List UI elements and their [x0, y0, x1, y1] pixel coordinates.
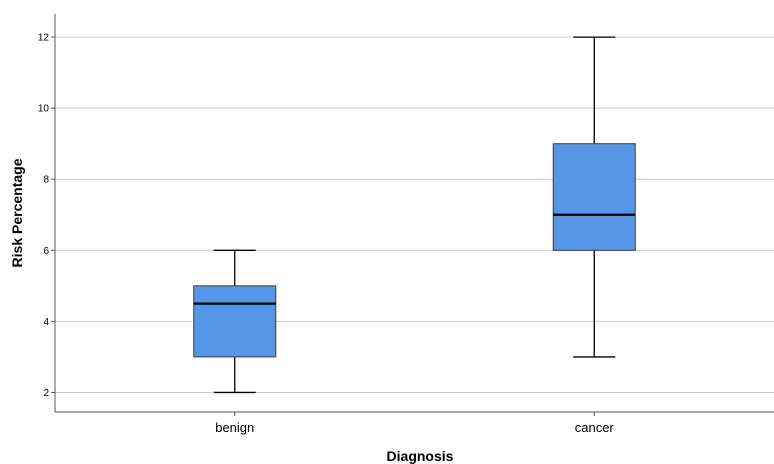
x-tick-label: cancer: [575, 420, 615, 435]
iqr-box: [193, 285, 277, 358]
box-benign: [193, 249, 277, 394]
box-cancer: [552, 36, 636, 358]
y-tick-labels: 2 4 6 8 10 12: [38, 33, 55, 399]
y-tick-label: 4: [43, 317, 49, 328]
axes: [54, 14, 774, 413]
x-tick-label: benign: [215, 420, 254, 435]
y-tick-label: 12: [38, 33, 50, 44]
y-tick-label: 8: [43, 175, 49, 186]
y-axis-title: Risk Percentage: [9, 158, 25, 267]
grid-lines: [55, 36, 774, 393]
boxes: [193, 36, 636, 394]
iqr-box: [552, 143, 636, 251]
y-tick-label: 6: [43, 246, 49, 257]
y-tick-label: 2: [43, 388, 49, 399]
x-axis-title: Diagnosis: [387, 448, 454, 464]
x-tick-labels: benign cancer: [215, 412, 614, 435]
y-tick-label: 10: [38, 104, 50, 115]
